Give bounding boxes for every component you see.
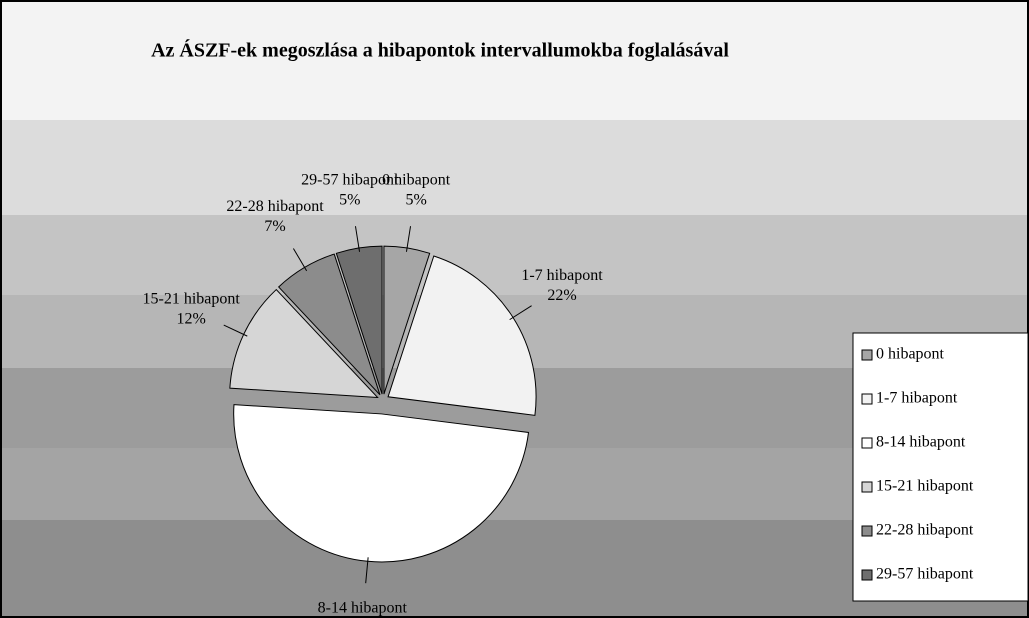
- slice-label: 0 hibapont: [382, 171, 451, 188]
- leader-line: [365, 557, 369, 584]
- leader-line: [223, 324, 248, 337]
- leader-line: [354, 226, 361, 252]
- slice-label: 22-28 hibapont: [226, 198, 324, 215]
- legend-label: 8-14 hibapont: [876, 434, 966, 451]
- leader-line: [405, 226, 412, 252]
- legend-label: 22-28 hibapont: [876, 522, 974, 539]
- slice-value-label: 5%: [339, 191, 360, 208]
- leader-line: [292, 248, 308, 272]
- chart-title: Az ÁSZF-ek megoszlása a hibapontok inter…: [151, 39, 729, 62]
- slice-label: 8-14 hibapont: [318, 600, 408, 617]
- slice-value-label: 5%: [406, 191, 427, 208]
- legend-swatch: [861, 393, 873, 405]
- slice-label: 29-57 hibapont: [301, 171, 399, 188]
- legend-label: 15-21 hibapont: [876, 478, 974, 495]
- slice-value-label: 22%: [547, 287, 576, 304]
- legend-swatch: [861, 481, 873, 493]
- slice-label: 1-7 hibapont: [521, 267, 603, 284]
- background-band: [0, 120, 1029, 215]
- legend-label: 1-7 hibapont: [876, 390, 958, 407]
- legend-swatch: [861, 437, 873, 449]
- background-band: [0, 0, 1029, 120]
- legend-label: 0 hibapont: [876, 346, 945, 363]
- legend-swatch: [861, 349, 873, 361]
- slice-value-label: 7%: [264, 218, 285, 235]
- legend-swatch: [861, 525, 873, 537]
- slice-value-label: 12%: [177, 310, 206, 327]
- legend-box: [852, 332, 1029, 602]
- legend-label: 29-57 hibapont: [876, 566, 974, 583]
- slice-label: 15-21 hibapont: [143, 290, 241, 307]
- background-band: [0, 215, 1029, 295]
- legend-swatch: [861, 569, 873, 581]
- leader-line: [509, 305, 532, 321]
